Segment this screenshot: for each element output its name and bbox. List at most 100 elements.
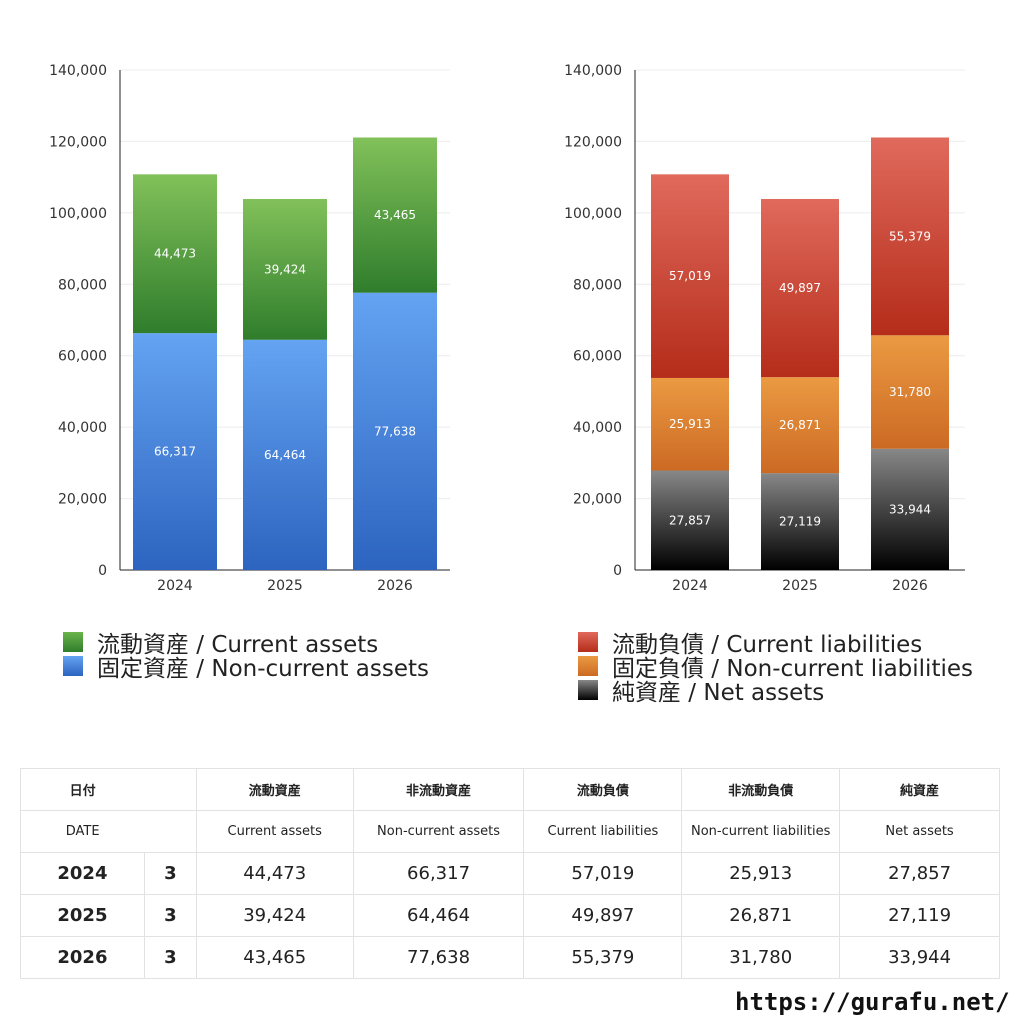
table-header-row-jp: 日付 流動資産 非流動資産 流動負債 非流動負債 純資産 <box>20 768 1000 811</box>
bar-value-label: 44,473 <box>154 247 196 261</box>
legend-item-non-current-assets: 固定資産 / Non-current assets <box>63 654 429 682</box>
bar-segment <box>871 137 949 336</box>
legend-label: 流動資産 / Current assets <box>97 632 379 658</box>
legend-swatch <box>578 656 598 676</box>
site-url[interactable]: https://gurafu.net/ <box>735 988 1010 1016</box>
bar-value-label: 31,780 <box>889 385 931 399</box>
bar-value-label: 55,379 <box>889 229 931 243</box>
assets-legend: 流動資産 / Current assets 固定資産 / Non-current… <box>63 630 429 682</box>
bar-segment <box>353 292 437 570</box>
y-tick-label: 80,000 <box>573 277 622 293</box>
header-current-liabilities-jp: 流動負債 <box>523 768 683 811</box>
legend-swatch <box>578 632 598 652</box>
bar-value-label: 66,317 <box>154 445 196 459</box>
legend-item-current-liabilities: 流動負債 / Current liabilities <box>578 630 973 658</box>
cell-current-liabilities: 55,379 <box>523 936 683 979</box>
y-tick-label: 100,000 <box>49 206 107 222</box>
cell-non-current-assets: 77,638 <box>352 936 525 979</box>
header-date-jp: 日付 <box>20 768 145 811</box>
y-tick-label: 40,000 <box>573 420 622 436</box>
financial-data-table: 日付 流動資産 非流動資産 流動負債 非流動負債 純資産 DATE Curren… <box>20 768 1000 979</box>
cell-current-assets: 44,473 <box>195 852 354 895</box>
y-tick-label: 0 <box>98 563 107 579</box>
legend-item-non-current-liabilities: 固定負債 / Non-current liabilities <box>578 654 973 682</box>
y-tick-label: 100,000 <box>564 206 622 222</box>
legend-label: 固定負債 / Non-current liabilities <box>612 656 973 682</box>
bar-segment <box>133 174 217 334</box>
bar-value-label: 33,944 <box>889 502 931 516</box>
bar-segment <box>243 339 327 570</box>
cell-non-current-liabilities: 25,913 <box>681 852 841 895</box>
bar-value-label: 39,424 <box>264 262 306 276</box>
header-non-current-assets-en: Non-current assets <box>352 810 525 853</box>
bar-segment <box>871 448 949 570</box>
legend-item-current-assets: 流動資産 / Current assets <box>63 630 429 658</box>
y-tick-label: 120,000 <box>49 134 107 150</box>
y-tick-label: 80,000 <box>58 277 107 293</box>
liabilities-legend: 流動負債 / Current liabilities 固定負債 / Non-cu… <box>578 630 973 706</box>
header-non-current-liabilities-en: Non-current liabilities <box>681 810 841 853</box>
cell-non-current-liabilities: 26,871 <box>681 894 841 937</box>
legend-label: 純資産 / Net assets <box>612 680 825 706</box>
row-year: 2025 <box>20 894 145 937</box>
header-current-assets-jp: 流動資産 <box>195 768 354 811</box>
y-tick-label: 40,000 <box>58 420 107 436</box>
bar-segment <box>353 137 437 293</box>
x-tick-label: 2026 <box>892 578 928 594</box>
bar-segment <box>651 174 729 378</box>
x-tick-label: 2024 <box>672 578 708 594</box>
header-blank <box>144 768 197 811</box>
header-net-assets-jp: 純資産 <box>839 768 1000 811</box>
legend-swatch <box>63 632 83 652</box>
row-month: 3 <box>143 852 197 895</box>
header-non-current-liabilities-jp: 非流動負債 <box>681 768 841 811</box>
y-tick-label: 20,000 <box>573 492 622 508</box>
bar-segment <box>133 333 217 570</box>
row-year: 2026 <box>20 936 145 979</box>
y-tick-label: 120,000 <box>564 134 622 150</box>
cell-current-assets: 43,465 <box>195 936 354 979</box>
x-tick-label: 2026 <box>377 578 413 594</box>
header-blank <box>144 810 197 853</box>
table-header-row-en: DATE Current assets Non-current assets C… <box>20 810 1000 853</box>
header-date-en: DATE <box>20 810 145 853</box>
bar-value-label: 64,464 <box>264 448 306 462</box>
row-month: 3 <box>143 936 197 979</box>
header-non-current-assets-jp: 非流動資産 <box>352 768 525 811</box>
cell-current-assets: 39,424 <box>195 894 354 937</box>
bar-segment <box>761 198 839 378</box>
bar-value-label: 25,913 <box>669 417 711 431</box>
liabilities-chart: 0 20,000 40,000 60,000 80,000 100,000 120,000 1… <box>564 63 965 594</box>
x-tick-label: 2024 <box>157 578 193 594</box>
cell-net-assets: 27,857 <box>839 852 1000 895</box>
bar-value-label: 26,871 <box>779 418 821 432</box>
x-tick-label: 2025 <box>267 578 303 594</box>
bar-value-label: 27,857 <box>669 513 711 527</box>
header-net-assets-en: Net assets <box>839 810 1000 853</box>
bar-segment <box>651 377 729 471</box>
y-tick-label: 60,000 <box>58 349 107 365</box>
y-tick-label: 60,000 <box>573 349 622 365</box>
bar-segment <box>243 198 327 340</box>
bar-value-label: 57,019 <box>669 269 711 283</box>
x-tick-label: 2025 <box>782 578 818 594</box>
y-tick-label: 20,000 <box>58 492 107 508</box>
y-tick-label: 140,000 <box>49 63 107 79</box>
legend-swatch <box>63 656 83 676</box>
bar-value-label: 27,119 <box>779 515 821 529</box>
bar-segment <box>651 470 729 570</box>
row-month: 3 <box>143 894 197 937</box>
bar-value-label: 77,638 <box>374 424 416 438</box>
bar-segment <box>761 473 839 570</box>
cell-current-liabilities: 57,019 <box>523 852 683 895</box>
y-tick-label: 0 <box>613 563 622 579</box>
table-row: 2025 3 39,424 64,464 49,897 26,871 27,11… <box>20 894 1000 937</box>
bar-value-label: 49,897 <box>779 281 821 295</box>
cell-non-current-liabilities: 31,780 <box>681 936 841 979</box>
assets-chart: 0 20,000 40,000 60,000 80,000 100,000 120,000 1… <box>49 63 450 594</box>
header-current-liabilities-en: Current liabilities <box>523 810 683 853</box>
legend-label: 流動負債 / Current liabilities <box>612 632 923 658</box>
header-current-assets-en: Current assets <box>195 810 354 853</box>
row-year: 2024 <box>20 852 145 895</box>
cell-current-liabilities: 49,897 <box>523 894 683 937</box>
